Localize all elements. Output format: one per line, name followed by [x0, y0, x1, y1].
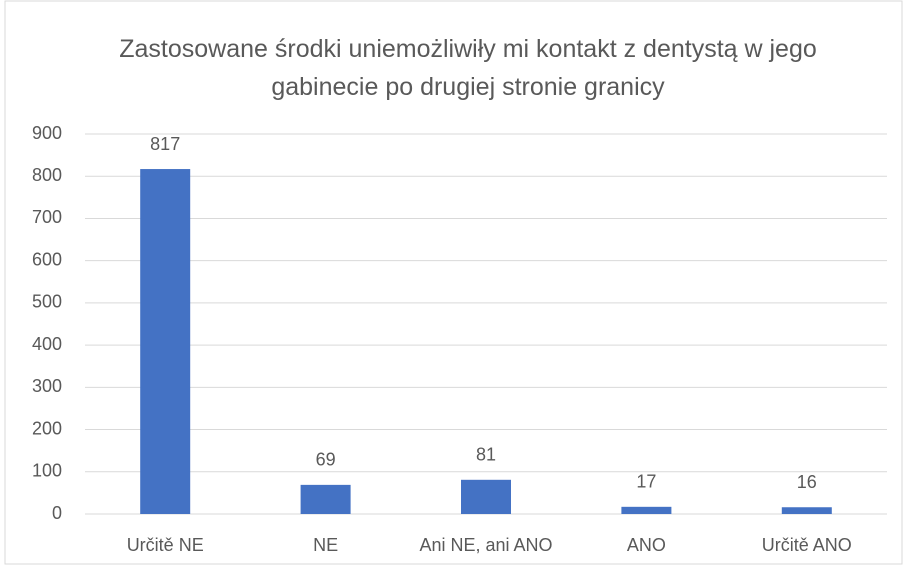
- x-tick-label: Ani NE, ani ANO: [419, 535, 552, 555]
- y-tick-label: 0: [52, 503, 62, 523]
- x-tick-label: Určitě ANO: [762, 535, 852, 555]
- data-label: 16: [797, 472, 817, 492]
- y-tick-label: 600: [32, 249, 62, 269]
- y-tick-label: 700: [32, 207, 62, 227]
- data-label: 817: [150, 134, 180, 154]
- bar: [781, 507, 832, 514]
- y-tick-label: 400: [32, 334, 62, 354]
- data-label: 17: [636, 472, 656, 492]
- bar: [300, 484, 351, 514]
- y-tick-label: 900: [32, 123, 62, 143]
- bar: [461, 479, 511, 514]
- y-tick-label: 100: [32, 461, 62, 481]
- x-tick-label: ANO: [627, 535, 666, 555]
- data-label: 81: [476, 445, 496, 465]
- y-tick-label: 500: [32, 292, 62, 312]
- x-tick-label: Určitě NE: [127, 535, 204, 555]
- data-label: 69: [316, 450, 336, 470]
- y-tick-label: 800: [32, 165, 62, 185]
- y-tick-label: 200: [32, 418, 62, 438]
- x-tick-label: NE: [313, 535, 338, 555]
- y-tick-label: 300: [32, 376, 62, 396]
- bar: [621, 506, 672, 514]
- bar: [140, 169, 191, 515]
- chart-border: [4, 0, 903, 565]
- chart-title: Zastosowane środki uniemożliwiły mi kont…: [119, 35, 817, 101]
